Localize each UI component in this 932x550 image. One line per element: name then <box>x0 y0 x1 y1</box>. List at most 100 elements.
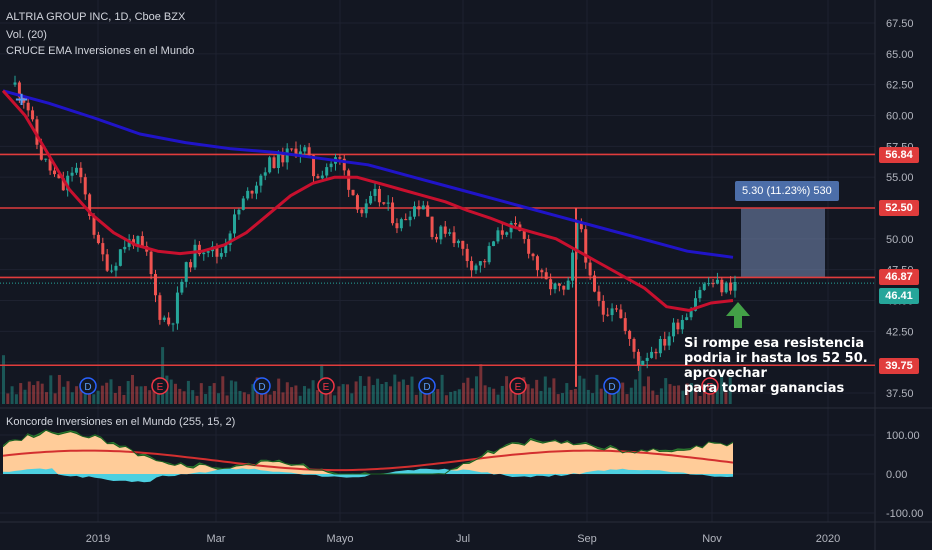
volume-bar <box>79 383 83 404</box>
y-tick-label: 55.00 <box>886 172 914 184</box>
candle-body <box>579 222 583 230</box>
dividend-marker <box>418 377 436 395</box>
volume-bar <box>728 377 732 404</box>
volume-bar <box>393 374 397 404</box>
volume-bar <box>419 385 423 404</box>
volume-bar <box>440 374 444 404</box>
symbol-title[interactable]: ALTRIA GROUP INC, 1D, Cboe BZX <box>6 11 186 23</box>
candle-body <box>118 249 122 266</box>
volume-bar <box>298 395 302 404</box>
candle-body <box>421 205 425 210</box>
volume-bar <box>49 375 53 404</box>
candle-body <box>250 190 254 194</box>
volume-legend[interactable]: Vol. (20) <box>6 29 47 41</box>
candle-body <box>162 317 166 320</box>
candle-body <box>325 167 329 176</box>
candle-body <box>79 167 83 178</box>
x-tick-label: Mar <box>207 533 226 545</box>
volume-bar <box>651 390 655 404</box>
osc-y-tick: -100.00 <box>886 508 923 520</box>
x-tick-label: Mayo <box>327 533 354 545</box>
candle-body <box>588 262 592 276</box>
candle-body <box>465 248 469 262</box>
annotation-text: Si rompe esa resistencia podria ir hasta… <box>684 336 868 396</box>
volume-bar <box>655 394 659 404</box>
volume-bar <box>131 374 134 404</box>
volume-bar <box>118 386 122 404</box>
volume-bar <box>539 390 543 404</box>
candle-body <box>338 157 342 159</box>
volume-bar <box>27 381 31 404</box>
volume-bar <box>715 386 719 404</box>
candle-body <box>404 219 408 221</box>
volume-bar <box>242 392 246 404</box>
earnings-marker <box>701 377 719 395</box>
candle-body <box>413 206 417 217</box>
ema-legend[interactable]: CRUCE EMA Inversiones en el Mundo <box>6 45 195 57</box>
candle-body <box>110 270 114 272</box>
candle-body <box>307 147 311 156</box>
price-tag-52-50: 52.50 <box>879 200 919 216</box>
target-zone <box>741 208 825 278</box>
volume-bar <box>384 382 388 404</box>
dividend-marker <box>603 377 621 395</box>
volume-bar <box>100 385 104 404</box>
volume-bar <box>36 381 40 404</box>
dividend-marker <box>79 377 97 395</box>
candle-body <box>254 185 258 194</box>
volume-bar <box>711 394 715 404</box>
volume-bar <box>281 392 285 404</box>
candle-body <box>101 243 105 255</box>
x-tick-label: Nov <box>702 533 722 545</box>
volume-bar <box>487 387 491 404</box>
volume-bar <box>509 387 513 404</box>
candle-body <box>540 270 544 273</box>
candle-body <box>105 254 109 271</box>
candle-body <box>197 244 201 255</box>
candle-body <box>329 163 333 168</box>
volume-bar <box>75 386 79 404</box>
candle-body <box>233 214 237 234</box>
candle-body <box>672 322 676 337</box>
volume-bar <box>535 379 539 404</box>
volume-bar <box>591 393 595 404</box>
volume-bar <box>346 384 349 404</box>
candle-body <box>355 195 359 210</box>
volume-bar <box>354 381 358 404</box>
candle-body <box>553 283 557 290</box>
volume-bar <box>702 385 706 404</box>
measure-label: 5.30 (11.23%) 530 <box>735 181 839 201</box>
volume-bar <box>169 379 173 404</box>
volume-bar <box>32 385 36 404</box>
x-tick-label: Jul <box>456 533 470 545</box>
candle-body <box>123 246 127 250</box>
y-tick-label: 67.50 <box>886 18 914 30</box>
volume-bar <box>634 379 638 404</box>
volume-bar <box>303 386 306 404</box>
volume-bar <box>380 384 384 404</box>
candle-body <box>17 82 21 98</box>
candle-body <box>83 177 87 195</box>
volume-bar <box>457 389 461 404</box>
candle-body <box>680 319 684 330</box>
oscillator-legend[interactable]: Koncorde Inversiones en el Mundo (255, 1… <box>6 416 236 428</box>
candle-body <box>26 102 30 111</box>
candle-body <box>237 209 241 215</box>
volume-bar <box>247 394 251 404</box>
annotation-line: para tomar ganancias <box>684 381 845 396</box>
candle-body <box>303 147 307 152</box>
candle-body <box>35 119 39 145</box>
price-tag-56-84: 56.84 <box>879 147 919 163</box>
volume-bar <box>367 376 371 404</box>
event-marker-label: E <box>515 382 522 393</box>
volume-bar <box>62 386 66 404</box>
volume-bar <box>66 381 70 404</box>
candle-body <box>364 203 368 214</box>
candle-body <box>44 158 48 160</box>
volume-bar <box>290 387 294 404</box>
candle-body <box>593 275 597 292</box>
earnings-marker <box>151 377 169 395</box>
volume-bar <box>436 389 440 404</box>
volume-bar <box>406 384 410 404</box>
